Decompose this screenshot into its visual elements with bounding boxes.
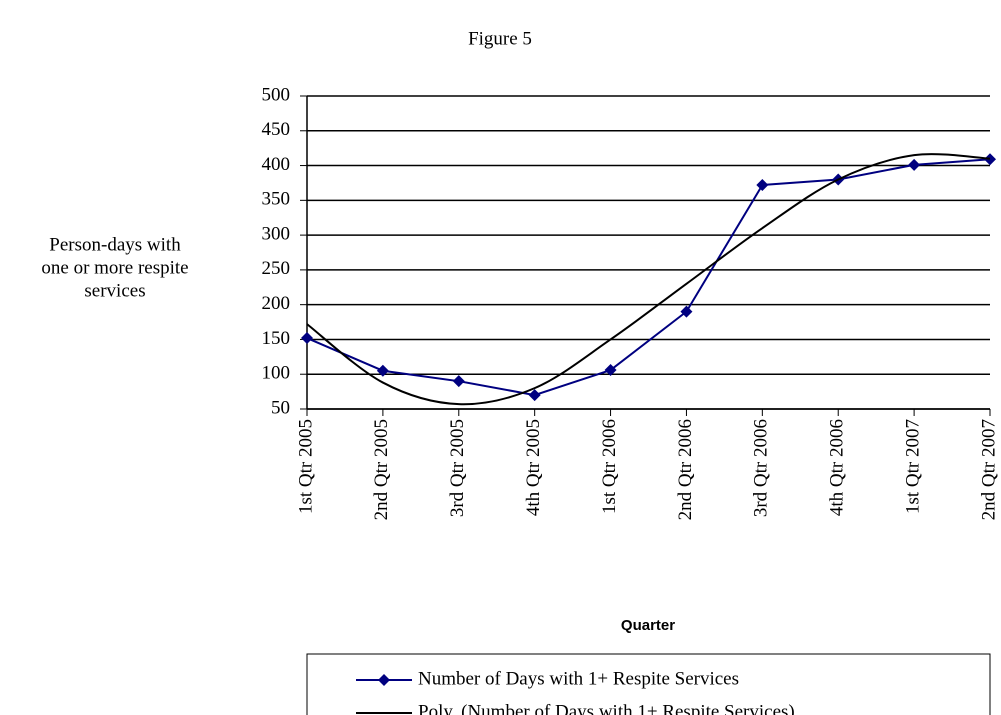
y-tick-label: 400	[262, 154, 291, 175]
data-point	[452, 375, 465, 388]
y-axis-label: Person-days with	[49, 234, 181, 255]
y-tick-label: 350	[262, 189, 291, 210]
x-tick-label: 3rd Qtr 2005	[447, 419, 468, 517]
x-tick-label: 2nd Qtr 2005	[371, 419, 392, 520]
data-point	[908, 158, 921, 171]
data-point	[376, 364, 389, 377]
x-tick-label: 2nd Qtr 2007	[978, 419, 999, 520]
x-tick-label: 4th Qtr 2005	[523, 419, 544, 516]
x-tick-label: 1st Qtr 2005	[295, 419, 316, 514]
y-tick-label: 200	[262, 293, 291, 314]
legend-box	[306, 653, 991, 715]
legend-label: Number of Days with 1+ Respite Services	[418, 668, 739, 689]
data-point	[680, 305, 693, 318]
legend-marker	[378, 674, 390, 686]
data-point	[528, 389, 541, 402]
y-tick-label: 450	[262, 119, 291, 140]
series-line	[306, 153, 991, 406]
y-tick-label: 150	[262, 328, 291, 349]
x-tick-label: 2nd Qtr 2006	[675, 419, 696, 520]
y-tick-label: 300	[262, 223, 291, 244]
legend-label: Poly. (Number of Days with 1+ Respite Se…	[418, 701, 795, 715]
chart-title: Figure 5	[468, 28, 532, 49]
data-point	[984, 153, 996, 166]
x-tick-label: 4th Qtr 2006	[827, 419, 848, 516]
data-point	[604, 364, 617, 377]
y-tick-label: 50	[271, 397, 290, 418]
x-tick-label: 1st Qtr 2007	[902, 419, 923, 514]
x-tick-label: 3rd Qtr 2006	[751, 419, 772, 517]
y-axis-label: one or more respite	[41, 257, 188, 278]
y-tick-label: 250	[262, 258, 291, 279]
data-point	[301, 332, 313, 345]
y-tick-label: 500	[262, 84, 291, 105]
series-line	[306, 158, 991, 397]
y-tick-label: 100	[262, 363, 291, 384]
x-axis-label: Quarter	[621, 617, 675, 634]
data-point	[756, 179, 769, 192]
y-axis-label: services	[84, 280, 145, 301]
x-tick-label: 1st Qtr 2006	[599, 419, 620, 514]
